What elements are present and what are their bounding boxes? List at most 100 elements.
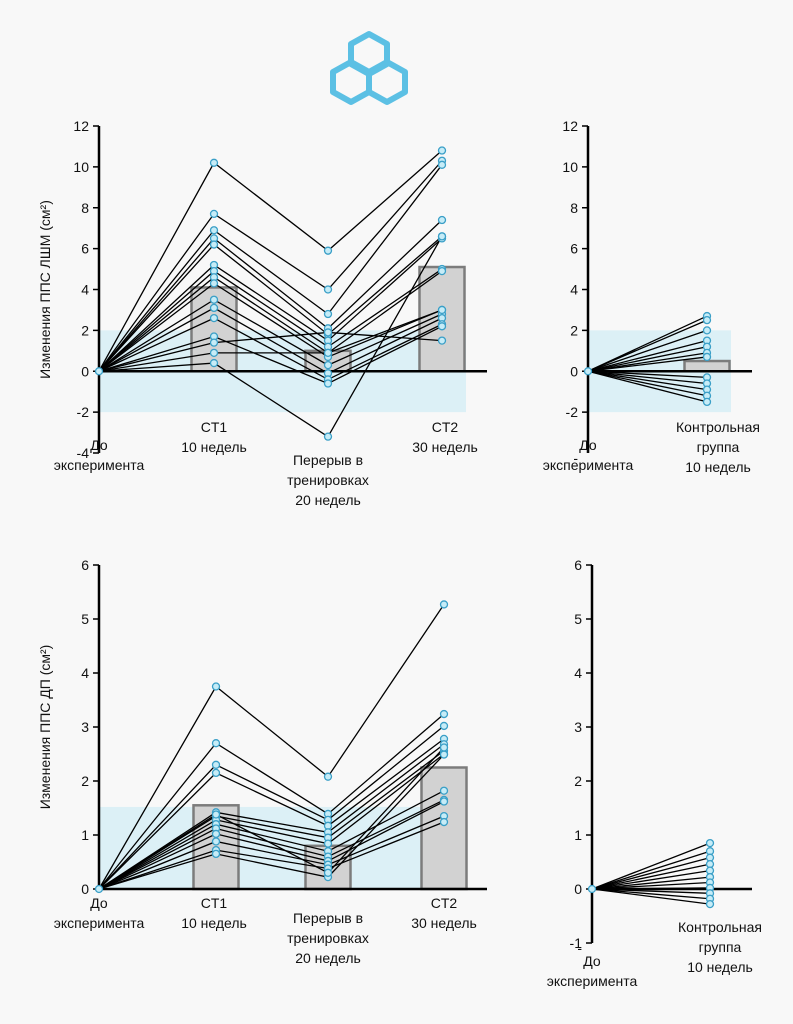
data-point: [437, 266, 447, 276]
category-label: До эксперимента: [547, 953, 638, 989]
data-point: [211, 739, 221, 748]
data-point: [705, 899, 715, 909]
data-point: [211, 829, 221, 839]
category-label: До эксперимента: [543, 437, 634, 473]
y-tick-label: -: [573, 450, 578, 466]
data-point: [209, 279, 219, 288]
category-label: CT1 10 недель: [181, 419, 247, 455]
y-tick-label: 4: [570, 282, 578, 298]
origin-point: [94, 367, 104, 376]
subject-line: [587, 370, 708, 385]
subject-line: [98, 236, 443, 438]
category-label: CT2 30 недель: [411, 895, 477, 931]
subject-line: [98, 309, 443, 372]
data-point: [209, 338, 219, 347]
y-tick-label: 2: [570, 322, 578, 338]
data-point: [439, 600, 449, 609]
subject-line: [98, 298, 443, 372]
y-tick-label: 6: [570, 241, 578, 257]
y-tick-label: 4: [574, 665, 582, 681]
data-point: [702, 326, 712, 335]
y-tick-label: -: [577, 940, 582, 956]
subject-line: [98, 268, 443, 372]
y-tick-label: 2: [574, 773, 582, 789]
subject-line: [98, 270, 443, 372]
data-point: [209, 358, 219, 368]
subject-line: [591, 876, 711, 890]
data-point: [323, 246, 333, 255]
chart-dp-exp: 0 1 2 3 4 5 6 Изменения ППС ДП (см²) До экспериме…: [37, 557, 487, 966]
subject-line: [587, 352, 708, 372]
data-point: [323, 328, 333, 337]
category-label: Перерыв в тренировках 20 недель: [287, 910, 369, 966]
data-point: [211, 760, 221, 769]
data-point: [209, 226, 219, 235]
chart-lshm-exp: -4 -2 0 2 4 6 8 10 12 Изменения ППС ЛШМ (см²) До эк…: [37, 118, 487, 508]
y-tick-label: 8: [81, 200, 89, 216]
subject-line: [587, 346, 708, 372]
subject-line: [98, 800, 445, 890]
subject-line: [587, 339, 708, 372]
category-label: Перерыв в тренировках 20 недель: [287, 452, 369, 508]
data-point: [209, 209, 219, 219]
data-point: [439, 743, 449, 752]
subject-line: [587, 356, 708, 372]
y-tick-label: 10: [73, 159, 89, 175]
data-point: [437, 322, 447, 331]
subject-line: [98, 604, 445, 890]
subject-line: [591, 888, 711, 905]
mean-bar: [683, 359, 731, 373]
y-tick-label: 0: [81, 363, 89, 379]
data-point: [323, 348, 333, 358]
subject-line: [587, 370, 708, 397]
data-point: [439, 709, 449, 719]
data-point: [437, 215, 447, 225]
chart-dp-ctrl: -1 0 1 2 3 4 5 6 -До эксперимента Контрольная групп…: [547, 557, 762, 989]
data-point: [323, 432, 333, 441]
data-point: [323, 360, 333, 370]
data-point: [437, 232, 447, 241]
data-point: [702, 352, 712, 362]
y-tick-label: 4: [81, 665, 89, 681]
y-tick-label: -1: [570, 935, 583, 951]
y-tick-label: 3: [81, 719, 89, 735]
y-tick-label: -2: [77, 404, 90, 420]
origin-point: [587, 884, 597, 894]
data-point: [211, 682, 221, 691]
y-tick-label: 2: [81, 322, 89, 338]
data-point: [323, 868, 333, 877]
origin-point: [94, 884, 104, 894]
subject-line: [98, 743, 445, 890]
subject-line: [98, 754, 445, 890]
subject-line: [98, 219, 443, 372]
data-point: [437, 305, 447, 315]
data-point: [437, 146, 447, 155]
subject-line: [587, 370, 708, 403]
y-tick-label: 4: [81, 282, 89, 298]
subject-line: [98, 747, 445, 890]
subject-line: [98, 317, 443, 381]
y-tick-label: 6: [81, 241, 89, 257]
data-point: [209, 295, 219, 304]
subject-line: [591, 869, 711, 890]
category-label: До эксперимента: [54, 895, 145, 931]
data-point: [437, 160, 447, 169]
subject-line: [591, 888, 711, 900]
y-axis-title: Изменения ППС ЛШМ (см²): [37, 200, 53, 379]
data-point: [439, 817, 449, 827]
subject-line: [98, 307, 443, 375]
data-point: [437, 336, 447, 345]
subject-line: [587, 319, 708, 372]
data-point: [323, 285, 333, 294]
data-point: [323, 839, 333, 848]
data-point: [211, 768, 221, 778]
data-point: [211, 837, 221, 846]
data-point: [702, 397, 712, 407]
y-tick-label: 10: [562, 159, 578, 175]
subject-line: [98, 815, 445, 890]
y-tick-label: 0: [81, 881, 89, 897]
subject-line: [98, 753, 445, 890]
y-tick-label: 12: [73, 118, 89, 134]
category-label: CT2 30 недель: [412, 419, 478, 455]
data-point: [211, 849, 221, 859]
